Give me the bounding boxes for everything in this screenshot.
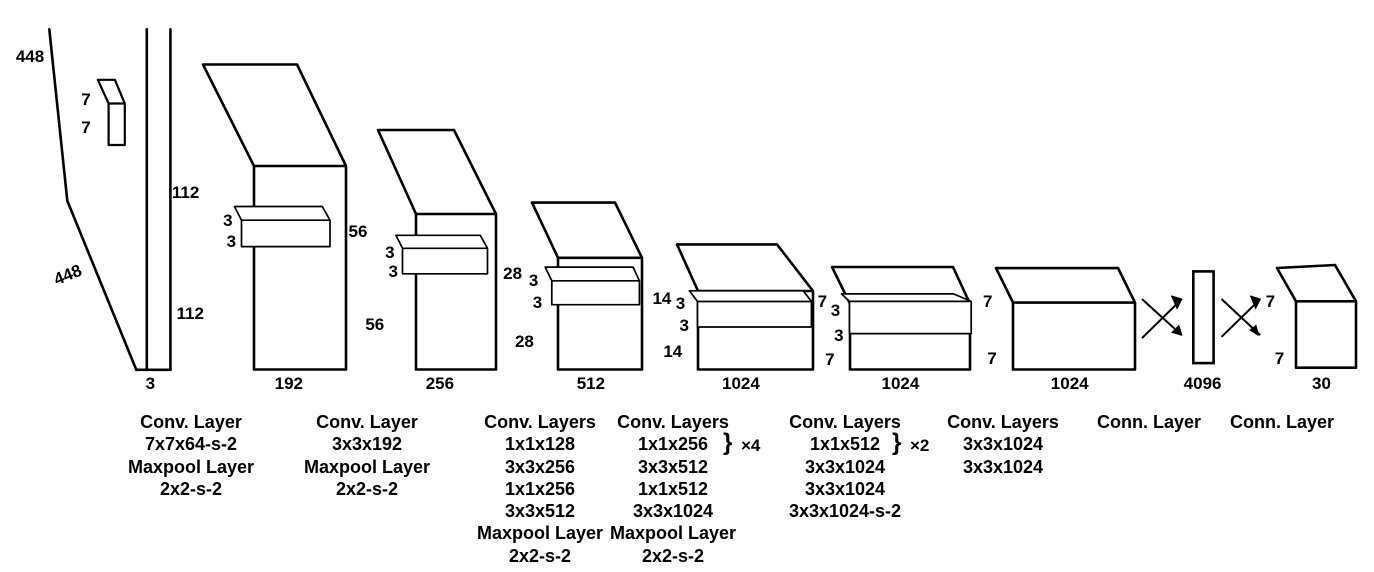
svg-text:7: 7 [1275,349,1284,368]
svg-text:3: 3 [679,316,688,335]
svg-text:7: 7 [1266,292,1275,311]
svg-text:1024: 1024 [1051,374,1089,393]
svg-text:448: 448 [16,47,44,66]
svg-text:56: 56 [349,222,368,241]
svg-text:14: 14 [663,342,682,361]
svg-text:448: 448 [51,261,84,289]
svg-text:7: 7 [81,90,90,109]
svg-text:3: 3 [223,211,232,230]
svg-text:14: 14 [652,289,671,308]
svg-text:3: 3 [676,294,685,313]
svg-text:112: 112 [172,183,199,202]
svg-text:56: 56 [365,315,384,334]
svg-text:7: 7 [987,349,996,368]
svg-text:3: 3 [533,293,542,312]
svg-text:30: 30 [1312,374,1331,393]
svg-text:3: 3 [388,262,397,281]
svg-text:3: 3 [227,232,236,251]
svg-text:3: 3 [834,326,843,345]
svg-text:4096: 4096 [1184,374,1222,393]
svg-text:3: 3 [146,374,155,393]
svg-text:3: 3 [529,271,538,290]
svg-text:3: 3 [831,301,840,320]
svg-text:112: 112 [176,304,203,323]
svg-text:28: 28 [503,264,522,283]
svg-text:7: 7 [818,292,827,311]
svg-text:1024: 1024 [722,374,760,393]
svg-text:7: 7 [825,350,834,369]
svg-text:7: 7 [81,118,90,137]
svg-text:256: 256 [426,374,454,393]
svg-text:512: 512 [577,374,605,393]
svg-text:7: 7 [983,292,992,311]
svg-text:1024: 1024 [881,374,919,393]
svg-text:192: 192 [275,374,303,393]
svg-text:3: 3 [385,243,394,262]
svg-text:28: 28 [515,332,534,351]
